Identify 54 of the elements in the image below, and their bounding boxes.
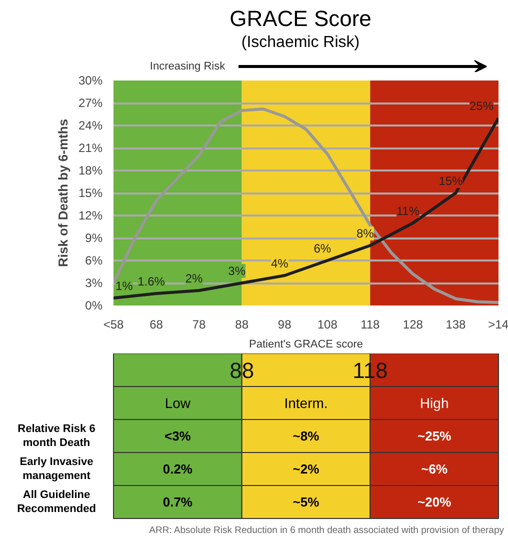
data-label: 2%	[185, 272, 204, 286]
y-tick-label: 3%	[85, 276, 103, 290]
data-label: 15%	[438, 174, 464, 188]
x-tick-label: 68	[150, 318, 164, 332]
y-tick-label: 30%	[78, 74, 103, 88]
data-label: 8%	[356, 226, 374, 240]
x-tick-label: 108	[317, 318, 338, 332]
data-label: 3%	[228, 264, 246, 278]
text: Early Invasive management	[20, 456, 94, 482]
x-tick-label: 78	[192, 318, 206, 332]
text: ~20%	[418, 494, 452, 510]
x-tick-label: 118	[360, 318, 380, 332]
chart-subtitle: (Ischaemic Risk)	[241, 34, 360, 51]
data-label: 6%	[314, 242, 332, 256]
y-tick-label: 27%	[78, 96, 103, 110]
y-axis-title: Risk of Death by 6-mths	[55, 118, 70, 268]
y-tick-label: 18%	[78, 164, 103, 178]
data-label: 1%	[116, 279, 134, 293]
text: Increasing Risk	[150, 60, 226, 72]
text: Interm.	[284, 395, 328, 411]
text: ~8%	[292, 428, 320, 444]
data-label: 4%	[270, 256, 289, 270]
y-tick-label: 15%	[78, 186, 103, 200]
text: Relative Risk 6 month Death	[18, 423, 96, 449]
x-tick-label: 88	[235, 318, 249, 332]
y-tick-label: 12%	[78, 208, 103, 222]
text: High	[420, 395, 449, 411]
text: ARR: Absolute Risk Reduction in 6 month death associated with provision of therapy	[149, 525, 504, 536]
y-tick-label: 9%	[85, 231, 103, 245]
x-tick-label: 98	[278, 318, 292, 332]
x-tick-label: >14	[488, 318, 508, 332]
text: <3%	[164, 428, 192, 444]
y-tick-label: 6%	[85, 254, 103, 268]
data-label: 11%	[396, 204, 420, 218]
x-tick-label: 138	[446, 318, 466, 332]
text: ~2%	[292, 462, 320, 476]
data-label: 1.6%	[138, 274, 166, 288]
text: ~5%	[292, 494, 320, 510]
x-axis-title: Patient's GRACE score	[249, 338, 363, 350]
y-tick-label: 24%	[78, 118, 103, 132]
text: Low	[164, 395, 192, 411]
y-tick-label: 0%	[85, 298, 103, 312]
text: 88	[230, 358, 254, 383]
chart-title: GRACE Score	[230, 6, 372, 31]
text: 0.2%	[162, 462, 193, 476]
x-tick-label: 128	[402, 318, 424, 332]
text: ~6%	[421, 462, 448, 476]
text: 118	[352, 358, 388, 383]
data-label: 25%	[469, 99, 494, 113]
x-tick-label: <58	[103, 318, 124, 332]
text: 0.7%	[162, 494, 193, 510]
text: All Guideline Recommended	[17, 489, 96, 515]
text: ~25%	[418, 428, 452, 444]
y-tick-label: 21%	[78, 141, 103, 155]
